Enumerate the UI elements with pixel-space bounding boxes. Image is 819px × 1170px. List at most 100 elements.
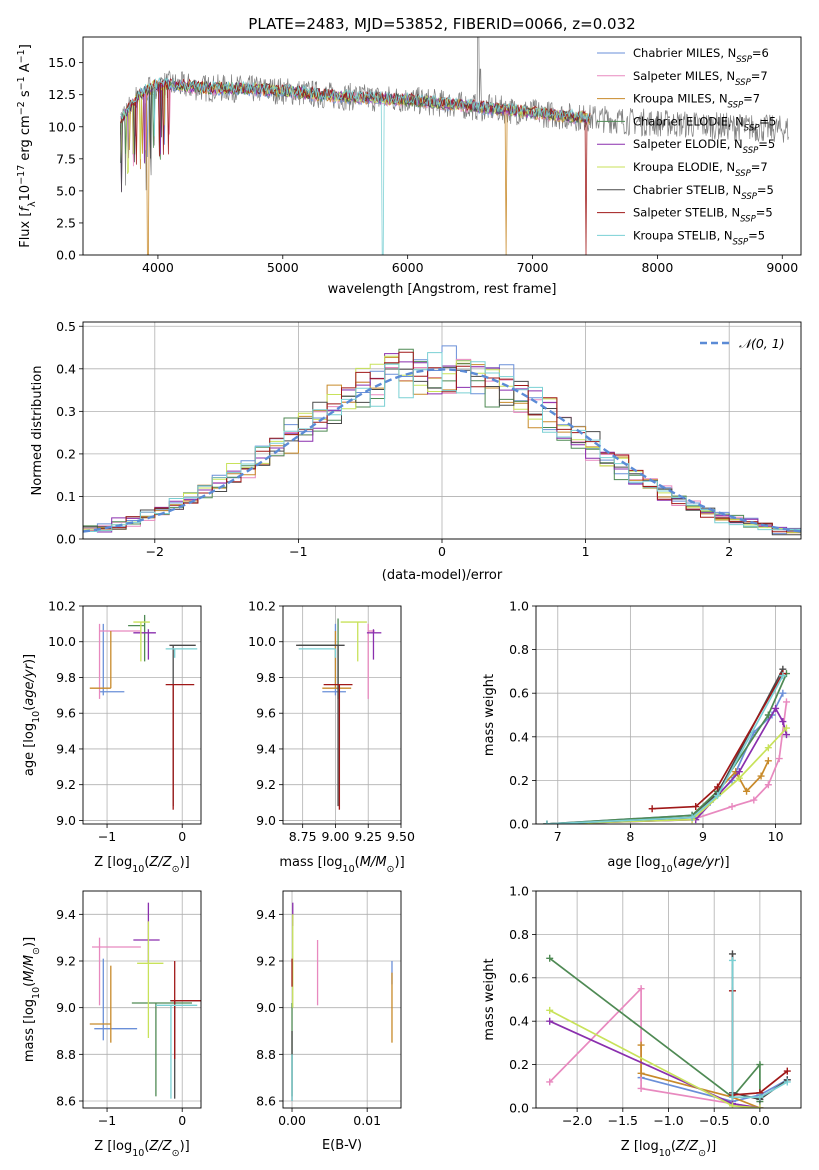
x-axis-label-part: Z [log: [621, 1139, 659, 1154]
plot-area: [83, 345, 801, 536]
weight-series-line: [731, 960, 788, 1099]
x-tick-label: 8: [626, 829, 634, 844]
error-bar-point: [133, 902, 160, 964]
error-bar-point: [170, 961, 201, 1059]
x-tick-label: 7: [554, 829, 562, 844]
legend-entry-part: SSP: [744, 123, 760, 133]
y-tick-label: 10.2: [248, 599, 276, 614]
axes-frame: [82, 890, 202, 1109]
x-axis-label-part: ⊙: [387, 864, 395, 875]
weight-point-marker: [728, 1093, 736, 1101]
y-tick-label: 10.0: [248, 634, 276, 649]
y-axis-label-part: 10: [31, 711, 42, 723]
error-bar-point: [89, 965, 112, 1043]
weight-point-marker: [750, 796, 758, 804]
x-axis-label: age [log10(age/yr)]: [607, 855, 729, 875]
y-tick-label: 8.6: [56, 1094, 76, 1109]
legend-entry-part: Salpeter ELODIE, N: [633, 137, 743, 151]
z-mass-panel: −1 08.68.89.09.29.4Z [log10(Z/Z⊙)]mass [l…: [22, 890, 202, 1159]
weight-point-marker: [637, 985, 645, 993]
ebv-mass-panel: 0.00 0.01 8.6 8.8 9.0 9.2 9.4 E(B-V): [256, 890, 402, 1153]
x-axis-label-part: ⊙: [698, 1148, 706, 1159]
weight-point-marker: [764, 711, 772, 719]
weight-point-marker: [648, 805, 656, 813]
weight-point-marker: [543, 820, 551, 824]
legend-entry: Chabrier ELODIE, NSSP=5: [633, 114, 776, 133]
x-axis-label: (data-model)/error: [382, 568, 503, 583]
weight-point-marker: [775, 755, 783, 763]
legend-entry-part: =5: [748, 228, 765, 242]
y-axis-label-part: age/yr: [22, 662, 37, 705]
weight-point-marker: [546, 1006, 554, 1014]
plot-area: [291, 902, 393, 1101]
y-tick-label: 0.0: [509, 817, 529, 832]
weight-point-marker: [728, 956, 736, 964]
y-tick-label: 9.6: [56, 706, 76, 721]
legend-entry: Kroupa ELODIE, NSSP=7: [633, 160, 768, 179]
x-tick-label: 6000: [392, 260, 424, 275]
x-axis-label-part: Z [log: [94, 855, 132, 870]
error-bar-point: [98, 623, 141, 699]
x-tick-label: 9: [699, 829, 707, 844]
y-axis-label-part: (: [22, 706, 37, 711]
plot-area: [543, 665, 790, 824]
y-tick-label: 0.3: [56, 404, 76, 419]
weight-point-marker: [688, 813, 696, 821]
y-tick-label: 0.5: [56, 319, 76, 334]
weight-point-marker: [756, 1104, 764, 1108]
y-tick-label: 7.5: [56, 151, 76, 166]
weight-point-marker: [637, 1041, 645, 1049]
legend-entry: Salpeter ELODIE, NSSP=5: [633, 137, 775, 156]
y-tick-label: 0.2: [56, 446, 76, 461]
x-axis-label-part: Z/Z: [675, 1139, 699, 1154]
error-bar-point: [298, 648, 337, 658]
y-tick-label: 0.8: [509, 927, 529, 942]
y-axis-label-part: −17: [16, 165, 27, 185]
x-tick-label: 2: [725, 544, 733, 559]
legend-entry-part: SSP: [743, 146, 759, 156]
x-axis-label-part: (: [144, 855, 149, 870]
error-bar-point: [296, 644, 345, 807]
y-tick-label: 8.8: [256, 1047, 276, 1062]
x-tick-label: 9000: [766, 260, 798, 275]
x-axis-label-part: ⊙: [172, 864, 180, 875]
axes-frame: [82, 36, 802, 256]
x-axis-label-part: age/yr: [678, 855, 721, 870]
axes-frame: [282, 605, 402, 825]
axes-frame: [82, 605, 202, 825]
y-axis-label-part: s: [18, 90, 33, 101]
y-axis-label-part: ⊙: [31, 947, 42, 955]
y-tick-label: 9.4: [56, 741, 76, 756]
legend-entry-part: SSP: [735, 169, 751, 179]
y-axis-label-part: )]: [22, 937, 37, 947]
weight-point-marker: [692, 803, 700, 811]
weight-point-marker: [728, 950, 736, 958]
error-bar-point: [89, 631, 112, 689]
weight-point-marker: [756, 1061, 764, 1069]
weight-point-marker: [637, 1084, 645, 1092]
weight-point-marker: [782, 724, 790, 732]
y-axis-label-part: erg cm: [18, 115, 33, 164]
legend-entry-part: Chabrier MILES, N: [633, 46, 736, 60]
weight-point-marker: [779, 672, 787, 680]
y-axis-label-part: age [log: [22, 723, 37, 776]
legend-entry-part: =6: [752, 46, 769, 60]
histogram-step-line: [83, 352, 801, 532]
axes-frame: [82, 321, 802, 540]
plot-area: [89, 902, 201, 1099]
y-axis-label-part: −2: [16, 101, 27, 115]
y-tick-label: 8.8: [56, 1047, 76, 1062]
legend-entry-part: SSP: [736, 55, 752, 65]
y-axis-label-part: Flux [: [18, 212, 33, 248]
legend-entry-part: Chabrier ELODIE, N: [633, 114, 744, 128]
y-axis-label-part: )]: [22, 654, 37, 664]
weight-point-marker: [764, 781, 772, 789]
legend-entry-part: SSP: [740, 215, 756, 225]
error-bar-point: [133, 621, 150, 662]
z-age-panel: −1 09.09.29.49.69.810.010.2Z [log10(Z/Z⊙)…: [22, 599, 202, 875]
x-tick-label: −1: [98, 829, 116, 844]
x-axis-label-part: )]: [180, 1139, 190, 1154]
x-axis-label-part: (: [671, 1139, 676, 1154]
